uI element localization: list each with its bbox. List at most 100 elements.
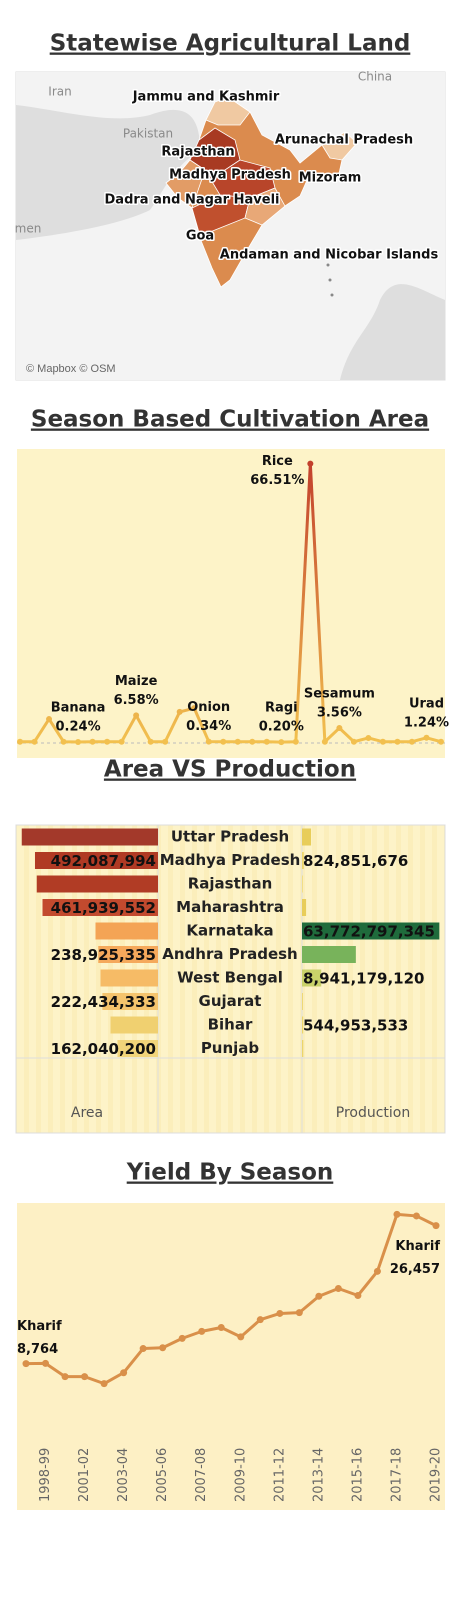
category-label: Maharashtra xyxy=(176,898,284,916)
point xyxy=(133,712,140,719)
point xyxy=(350,738,357,745)
point xyxy=(394,738,401,745)
chart-title: Statewise Agricultural Land xyxy=(50,31,411,57)
state-label: Jammu and Kashmir xyxy=(132,90,280,105)
category-label: Rice xyxy=(262,454,293,469)
category-label: Banana xyxy=(51,700,106,715)
category-label: Sesamum xyxy=(304,687,375,702)
category-label: Gujarat xyxy=(199,992,262,1010)
category-label: Karnataka xyxy=(186,922,273,940)
point xyxy=(379,738,386,745)
data-label: 544,953,533 xyxy=(303,1017,408,1035)
place-label: China xyxy=(358,70,392,84)
point xyxy=(31,738,38,745)
point xyxy=(81,1373,89,1381)
category-label: Bihar xyxy=(208,1016,253,1034)
axis-label: Production xyxy=(336,1105,410,1121)
bar xyxy=(102,993,158,1010)
x-tick-label: 2015-16 xyxy=(350,1448,365,1502)
bar xyxy=(42,899,158,916)
point xyxy=(42,1359,50,1367)
bar xyxy=(21,828,158,846)
data-label: 66.51% xyxy=(250,473,304,488)
plot-area xyxy=(15,824,446,1134)
bar xyxy=(110,1016,158,1034)
bar xyxy=(117,1040,158,1057)
bar xyxy=(36,875,158,893)
point xyxy=(220,738,227,745)
point xyxy=(295,1309,303,1317)
point xyxy=(60,738,67,745)
point xyxy=(191,705,198,712)
state-label: Andaman and Nicobar Islands xyxy=(220,248,439,263)
point xyxy=(408,738,415,745)
bar xyxy=(302,922,440,940)
place-label: men xyxy=(15,222,42,236)
state-label: Dadra and Nagar Haveli xyxy=(105,193,280,208)
data-label: 461,939,552 xyxy=(51,899,156,917)
data-label: 162,040,200 xyxy=(51,1040,156,1058)
state-label: Rajasthan xyxy=(161,145,234,160)
x-tick-label: 1998-99 xyxy=(38,1448,53,1502)
point xyxy=(198,1327,206,1335)
point xyxy=(373,1267,381,1275)
x-tick-label: 2011-12 xyxy=(272,1448,287,1502)
x-tick-label: 2005-06 xyxy=(155,1448,170,1502)
category-label: Ragi xyxy=(265,701,298,716)
data-label: 222,434,333 xyxy=(51,993,156,1011)
data-label: 0.24% xyxy=(56,719,101,734)
data-label: 238,925,335 xyxy=(51,946,156,964)
x-tick-label: 2001-02 xyxy=(77,1448,92,1502)
place-label: Pakistan xyxy=(123,127,173,141)
point xyxy=(120,1369,128,1377)
plot-area xyxy=(17,1203,445,1510)
bar xyxy=(98,946,158,963)
category-label: Madhya Pradesh xyxy=(160,851,301,869)
point xyxy=(75,738,82,745)
point xyxy=(89,738,96,745)
point xyxy=(147,738,154,745)
point xyxy=(234,738,241,745)
series-label: Kharif xyxy=(17,1319,62,1334)
x-tick-label: 2007-08 xyxy=(194,1448,209,1502)
x-tick-label: 2009-10 xyxy=(233,1448,248,1502)
bar xyxy=(302,875,303,893)
point xyxy=(315,1292,323,1300)
point xyxy=(256,1316,264,1324)
data-label: 8,764 xyxy=(17,1342,58,1357)
category-label: Andhra Pradesh xyxy=(162,945,297,963)
data-label: 3.56% xyxy=(317,706,362,721)
x-tick-label: 2013-14 xyxy=(311,1448,326,1502)
axis-label: Area xyxy=(71,1105,103,1121)
point xyxy=(139,1345,147,1353)
bar xyxy=(302,946,356,963)
data-label: 26,457 xyxy=(390,1262,440,1277)
point xyxy=(100,1380,108,1388)
point xyxy=(412,1212,420,1220)
bar xyxy=(302,899,307,916)
point xyxy=(22,1360,30,1368)
chart-title: Area VS Production xyxy=(104,757,356,783)
point xyxy=(217,1323,225,1331)
place-label: Iran xyxy=(48,85,71,99)
point xyxy=(336,725,343,732)
data-label: 0.20% xyxy=(259,720,304,735)
state-label: Goa xyxy=(186,229,214,244)
point xyxy=(176,708,183,715)
category-label: West Bengal xyxy=(177,969,283,987)
bar xyxy=(100,969,158,987)
point xyxy=(159,1344,167,1352)
data-label: 63,772,797,345 xyxy=(303,923,435,941)
point xyxy=(321,738,328,745)
point xyxy=(307,460,314,467)
point xyxy=(334,1284,342,1292)
point xyxy=(162,738,169,745)
category-label: Uttar Pradesh xyxy=(171,828,289,846)
point xyxy=(292,738,299,745)
point xyxy=(178,1334,186,1342)
category-label: Punjab xyxy=(201,1039,260,1057)
attribution: © Mapbox © OSM xyxy=(26,363,116,375)
bar xyxy=(302,993,303,1010)
data-label: 0.34% xyxy=(186,719,231,734)
